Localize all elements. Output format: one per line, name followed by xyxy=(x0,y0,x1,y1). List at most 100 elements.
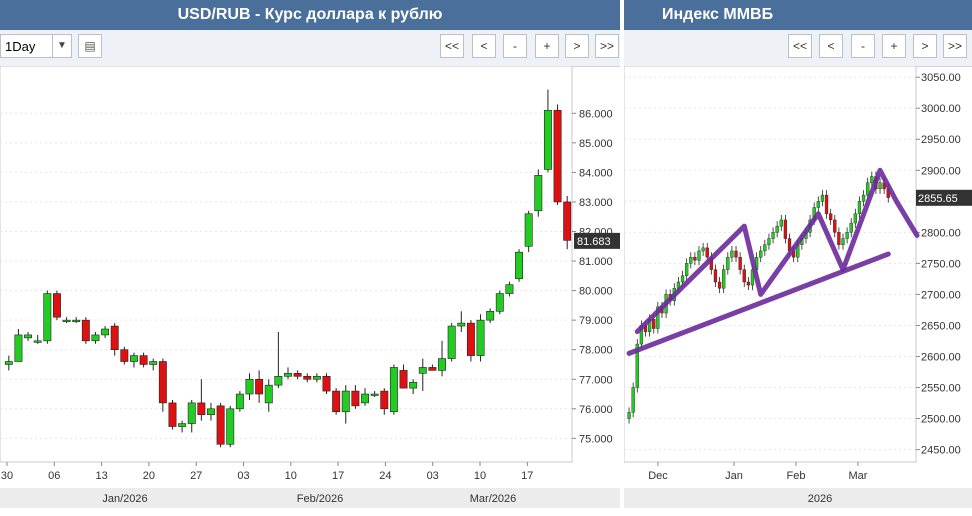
month-label: Jan/2026 xyxy=(102,493,147,505)
chart-title: USD/RUB - Курс доллара к рублю xyxy=(0,0,620,30)
candle-body xyxy=(33,340,42,343)
candle-body xyxy=(120,349,129,362)
candle-body xyxy=(101,328,110,336)
y-tick-label: 80.000 xyxy=(579,286,613,298)
y-tick-label: 81.000 xyxy=(579,256,613,268)
x-tick-label: 03 xyxy=(237,470,249,482)
next-button[interactable]: > xyxy=(913,34,937,58)
candle-body xyxy=(553,110,562,203)
x-tick-label: 20 xyxy=(143,470,155,482)
x-tick-label: 30 xyxy=(1,470,13,482)
candle-body xyxy=(4,361,13,365)
chevron-down-icon[interactable]: ▼ xyxy=(52,35,71,57)
candle-body xyxy=(685,263,689,276)
candle-body xyxy=(775,225,779,233)
candle-body xyxy=(730,250,734,258)
candle-body xyxy=(255,378,264,395)
y-tick-label: 2900.00 xyxy=(921,165,961,177)
candle-body xyxy=(652,319,656,329)
candle-body xyxy=(43,293,52,342)
candle-body xyxy=(849,222,853,233)
candle-body xyxy=(168,402,177,427)
candle-body xyxy=(438,358,446,371)
candle-body xyxy=(322,375,331,392)
zoom-in-button[interactable]: + xyxy=(882,34,906,58)
usdrub-candles[interactable]: 75.000 76.000 77.000 78.000 79.000 80.000 81.0… xyxy=(0,66,620,516)
candle-body xyxy=(738,256,742,270)
candle-body xyxy=(824,194,829,214)
candle-body xyxy=(274,375,283,386)
candle-body xyxy=(767,238,771,245)
candle-body xyxy=(563,201,572,241)
first-button[interactable]: << xyxy=(788,34,812,58)
candle-body xyxy=(399,370,408,389)
y-tick-label: 2600.00 xyxy=(921,351,961,363)
candle-body xyxy=(878,182,882,190)
zoom-out-button[interactable]: - xyxy=(851,34,875,58)
micex-candles[interactable]: 2450.00 2500.00 2550.00 2600.00 2650.00 2700.… xyxy=(624,66,972,516)
candle-body xyxy=(187,402,196,424)
interval-value: 1Day xyxy=(5,39,36,54)
candle-body xyxy=(486,310,495,321)
candle-body xyxy=(14,334,23,362)
candle-body xyxy=(524,213,533,247)
candle-body xyxy=(713,269,718,283)
next-button[interactable]: > xyxy=(565,34,589,58)
candle-body xyxy=(130,355,138,362)
candle-body xyxy=(495,293,504,312)
zigzag-annotation-line xyxy=(634,167,920,335)
candle-body xyxy=(820,194,825,202)
candle-body xyxy=(680,275,685,283)
candle-body xyxy=(689,256,693,264)
x-tick-label: 17 xyxy=(332,470,344,482)
candle-body xyxy=(332,390,341,413)
candle-body xyxy=(656,306,660,329)
x-tick-label: 27 xyxy=(190,470,202,482)
last-button[interactable]: >> xyxy=(943,34,967,58)
first-button[interactable]: << xyxy=(440,34,464,58)
y-tick-label: 2500.00 xyxy=(921,414,961,426)
candle-body xyxy=(505,284,514,294)
interval-select[interactable]: 1Day ▼ xyxy=(0,34,72,58)
zoom-out-button[interactable]: - xyxy=(503,34,527,58)
month-label: Feb/2026 xyxy=(297,493,343,505)
zoom-in-button[interactable]: + xyxy=(535,34,559,58)
candle-body xyxy=(763,244,767,252)
year-label: 2026 xyxy=(808,493,832,505)
y-tick-label: 3000.00 xyxy=(921,103,961,115)
candle-body xyxy=(543,110,552,170)
candle-body xyxy=(853,213,857,224)
candle-body xyxy=(783,219,788,239)
candle-body xyxy=(866,182,870,196)
usdrub-chart-panel: USD/RUB - Курс доллара к рублю 1Day ▼ ▤ … xyxy=(0,0,620,516)
x-tick-label: Dec xyxy=(648,470,668,482)
candle-body xyxy=(216,405,225,445)
candle-body xyxy=(235,393,244,410)
last-button[interactable]: >> xyxy=(595,34,619,58)
candle-body xyxy=(746,281,751,286)
micex-chart-panel: Индекс ММВБ << < - + > >> 2450.00 2500.00… xyxy=(624,0,972,516)
month-axis-bar xyxy=(0,488,620,508)
candle-body xyxy=(705,247,709,258)
candle-body xyxy=(771,232,775,239)
plot-area xyxy=(0,66,573,463)
y-tick-label: 2700.00 xyxy=(921,289,961,301)
prev-button[interactable]: < xyxy=(819,34,843,58)
candle-body xyxy=(534,175,543,212)
candle-body xyxy=(62,319,71,322)
candle-body xyxy=(24,334,33,339)
y-tick-label: 2450.00 xyxy=(921,445,961,457)
candle-body xyxy=(52,293,61,318)
candle-body xyxy=(81,319,90,342)
candle-body xyxy=(457,322,466,327)
candle-body xyxy=(303,375,312,380)
y-tick-label: 78.000 xyxy=(579,345,613,357)
prev-button[interactable]: < xyxy=(472,34,496,58)
candle-body xyxy=(351,390,360,407)
y-tick-label: 2950.00 xyxy=(921,134,961,146)
candle-body xyxy=(845,232,849,239)
y-tick-label: 2750.00 xyxy=(921,258,961,270)
list-icon[interactable]: ▤ xyxy=(78,34,102,58)
candle-body xyxy=(409,381,418,389)
candle-body xyxy=(91,334,100,342)
